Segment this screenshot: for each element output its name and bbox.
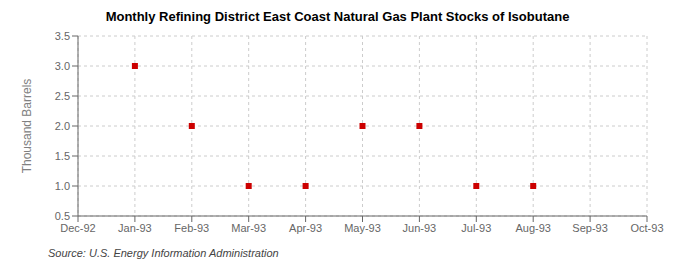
- svg-text:Aug-93: Aug-93: [515, 222, 550, 234]
- html-text:Source: U.S. Energy Informatio: Source: U.S. Energy Information Administ…: [48, 247, 279, 259]
- svg-text:1.5: 1.5: [55, 150, 70, 162]
- svg-text:Jan-93: Jan-93: [118, 222, 152, 234]
- svg-text:1.0: 1.0: [55, 180, 70, 192]
- svg-text:Apr-93: Apr-93: [289, 222, 322, 234]
- svg-text:2.0: 2.0: [55, 120, 70, 132]
- svg-text:3.5: 3.5: [55, 30, 70, 42]
- svg-text:May-93: May-93: [344, 222, 381, 234]
- svg-text:Jun-93: Jun-93: [403, 222, 437, 234]
- svg-text:Feb-93: Feb-93: [174, 222, 209, 234]
- svg-text:Oct-93: Oct-93: [630, 222, 663, 234]
- svg-text:Thousand Barrels: Thousand Barrels: [20, 79, 34, 174]
- svg-text:3.0: 3.0: [55, 60, 70, 72]
- svg-text:Sep-93: Sep-93: [572, 222, 607, 234]
- svg-text:Mar-93: Mar-93: [231, 222, 266, 234]
- svg-text:Dec-92: Dec-92: [60, 222, 95, 234]
- html-text:Monthly Refining District East: Monthly Refining District East Coast Nat…: [105, 9, 570, 24]
- svg-text:0.5: 0.5: [55, 210, 70, 222]
- svg-text:Jul-93: Jul-93: [461, 222, 491, 234]
- svg-text:2.5: 2.5: [55, 90, 70, 102]
